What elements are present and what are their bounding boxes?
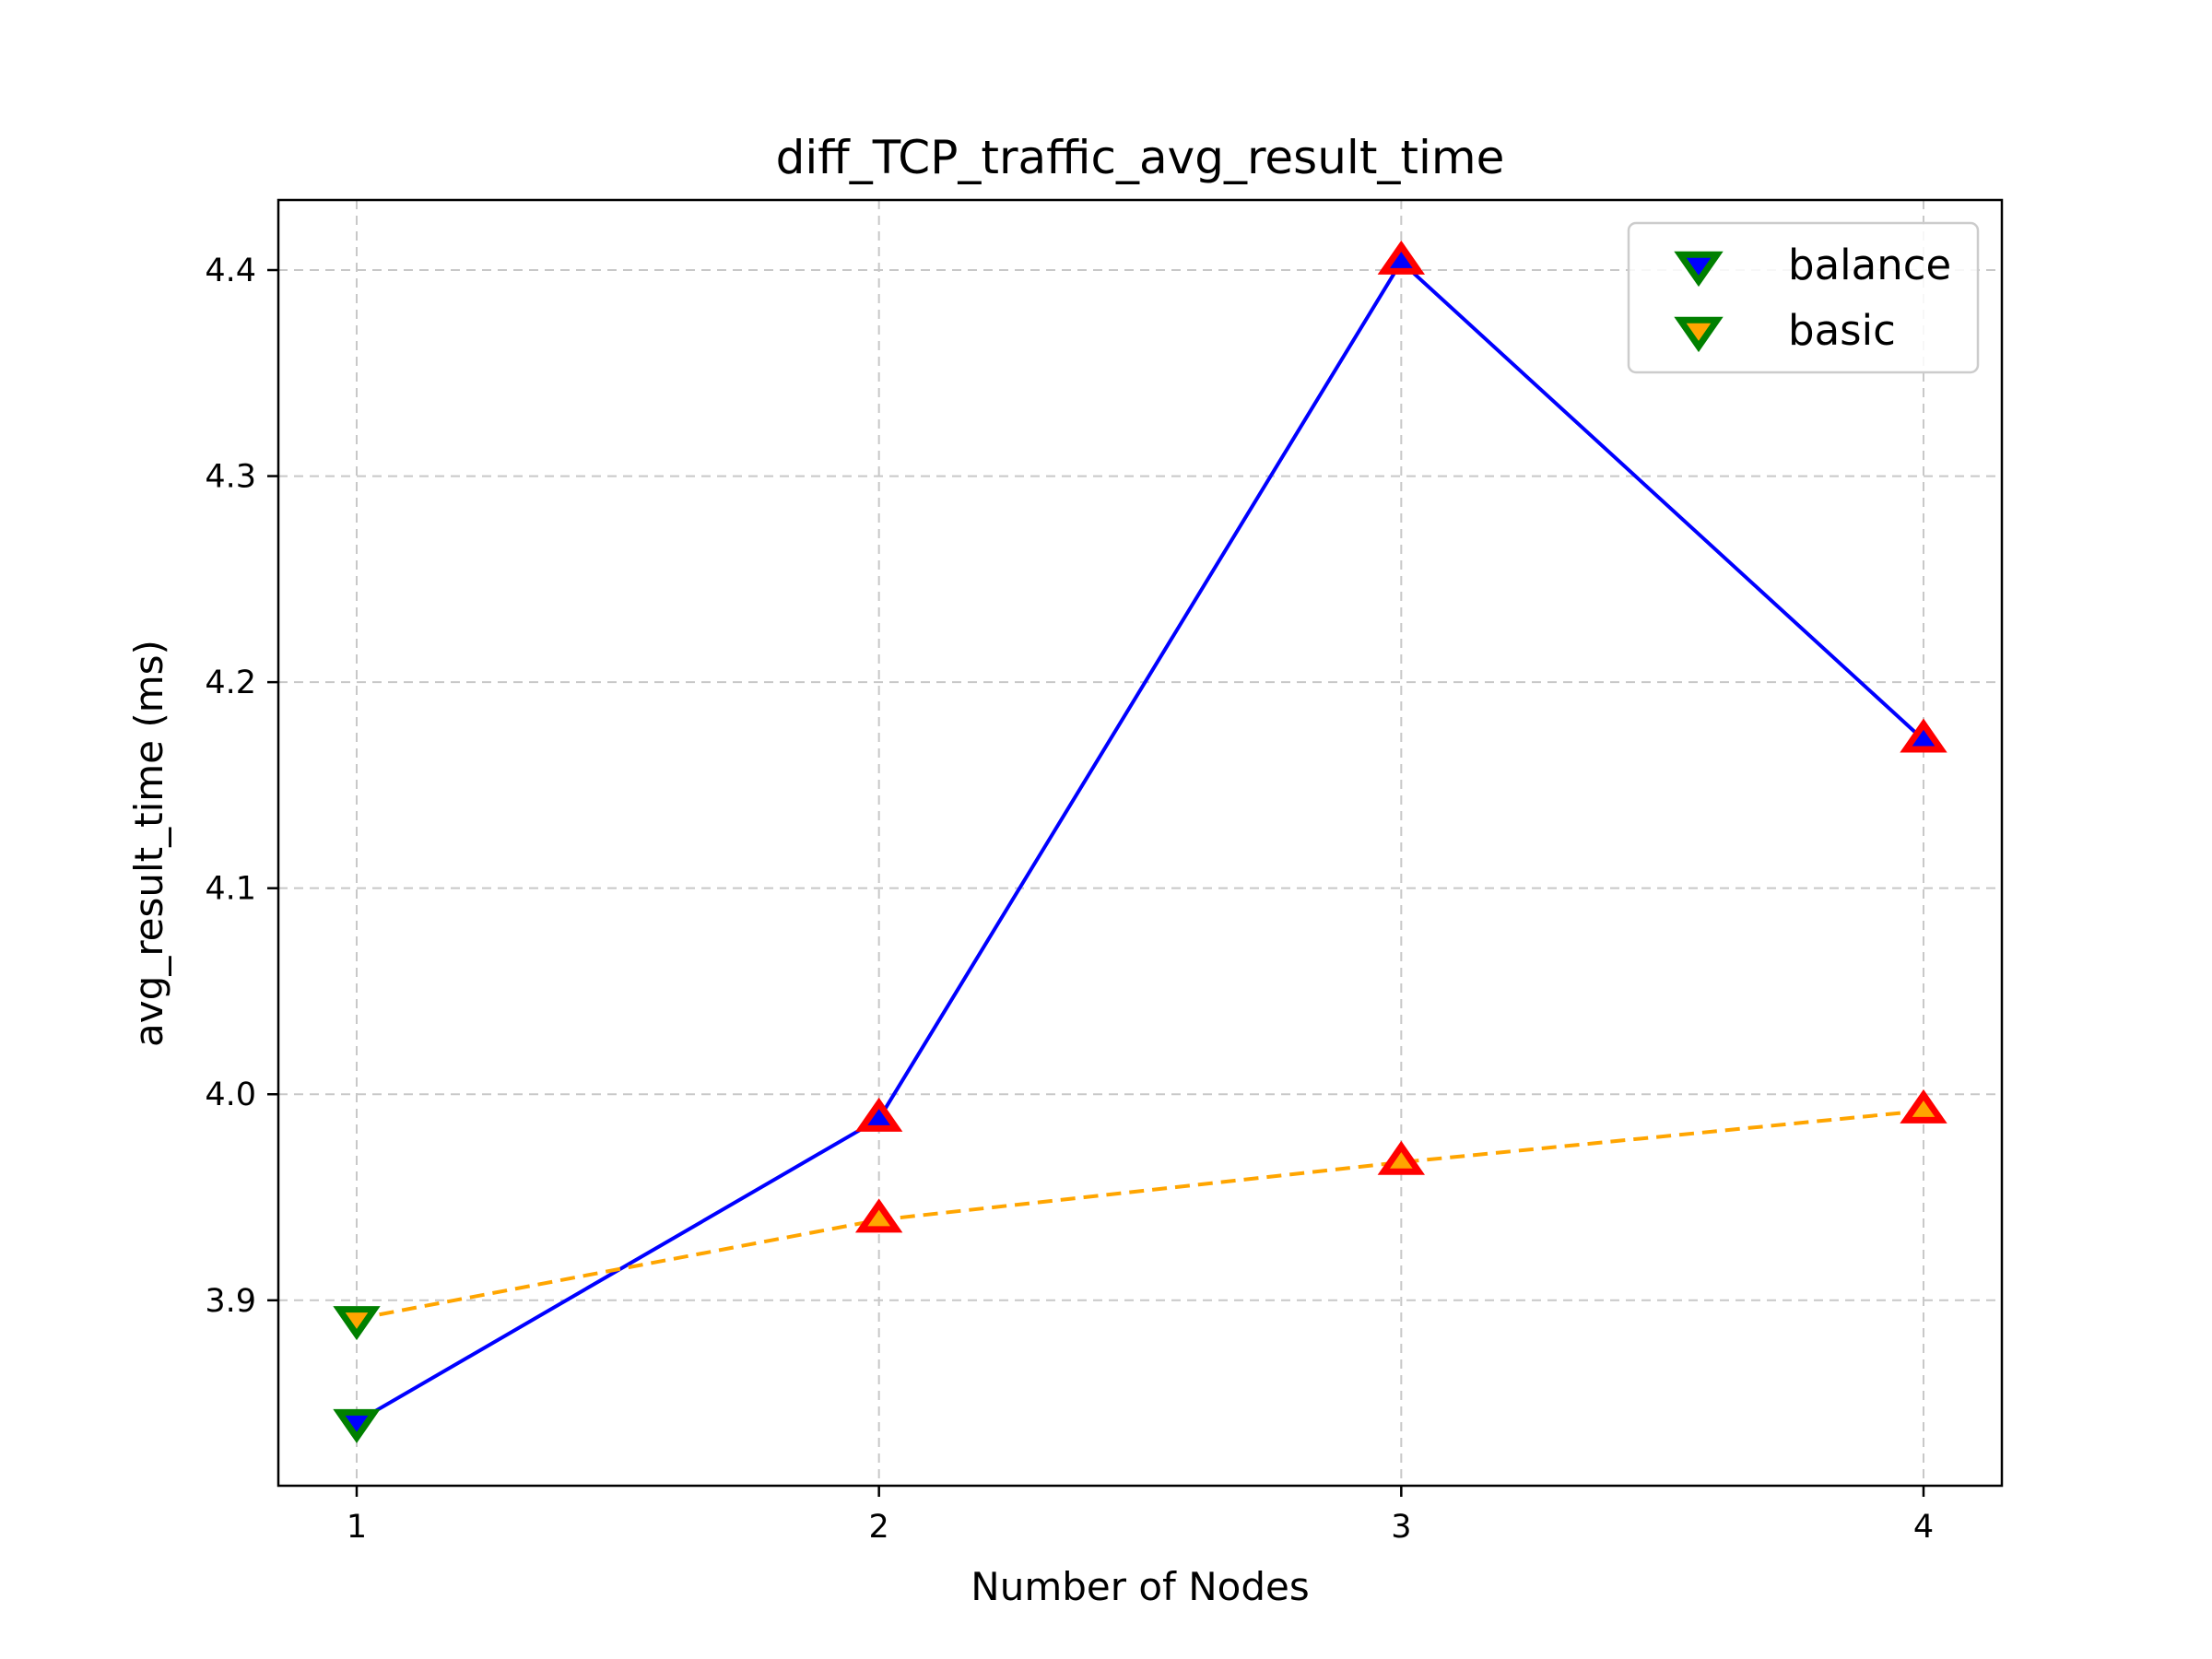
y-tick-label: 4.1	[205, 871, 256, 908]
x-tick-label: 1	[347, 1509, 367, 1546]
data-point-balance	[1377, 240, 1426, 275]
legend-label-balance: balance	[1788, 241, 1951, 289]
legend-label-basic: basic	[1788, 306, 1896, 355]
data-point-basic	[1900, 1088, 1947, 1124]
legend-marker-basic	[1674, 316, 1724, 353]
data-point-basic	[1377, 1140, 1426, 1175]
y-axis-label: avg_result_time (ms)	[126, 640, 171, 1047]
y-tick-label: 4.2	[205, 665, 256, 701]
axis-ticks: 1 2 3 4 3.9 4.0 4.1 4.2 4.3 4.4	[205, 253, 1934, 1546]
legend-marker-balance	[1674, 251, 1724, 288]
data-point-balance	[854, 1097, 903, 1132]
x-tick-label: 3	[1391, 1509, 1411, 1546]
y-tick-label: 4.3	[205, 459, 256, 496]
y-tick-label: 4.4	[205, 253, 256, 289]
x-tick-label: 2	[869, 1509, 889, 1546]
series-line-basic	[356, 1109, 1924, 1321]
data-point-balance	[333, 1408, 381, 1443]
chart-title: diff_TCP_traffic_avg_result_time	[776, 131, 1505, 184]
plot-frame	[276, 198, 2004, 1488]
y-tick-label: 3.9	[205, 1283, 256, 1320]
y-tick-label: 4.0	[205, 1077, 256, 1113]
data-point-balance	[1900, 718, 1947, 753]
x-tick-label: 4	[1913, 1509, 1934, 1546]
grid	[278, 200, 2002, 1486]
data-point-basic	[333, 1306, 381, 1341]
series-layer	[333, 240, 1947, 1443]
legend: balance basic	[1627, 221, 1980, 374]
data-point-basic	[854, 1198, 903, 1233]
x-axis-label: Number of Nodes	[971, 1564, 1309, 1609]
